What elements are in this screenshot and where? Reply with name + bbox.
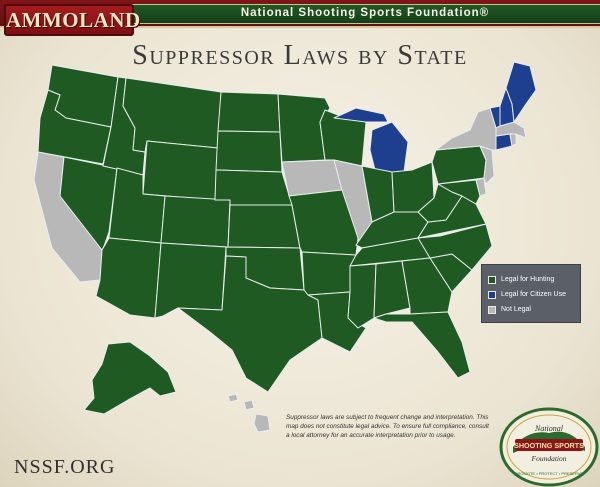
state-WY[interactable]	[142, 140, 219, 201]
state-ME[interactable]	[505, 61, 537, 123]
map-legend: Legal for Hunting Legal for Citizen Use …	[481, 264, 581, 323]
badge-top-text: National	[534, 424, 564, 433]
state-AZ[interactable]	[95, 237, 162, 319]
state-FL[interactable]	[373, 311, 471, 379]
state-NE[interactable]	[214, 169, 293, 206]
state-HI[interactable]	[227, 393, 271, 433]
legend-label: Not Legal	[501, 306, 531, 313]
site-link[interactable]: NSSF.ORG	[14, 456, 116, 478]
disclaimer-text: Suppressor laws are subject to frequent …	[286, 414, 489, 439]
state-PA[interactable]	[431, 145, 487, 185]
legend-swatch-hunting	[488, 275, 496, 284]
state-MS[interactable]	[347, 263, 377, 329]
state-ND[interactable]	[217, 91, 281, 133]
state-NC[interactable]	[417, 223, 493, 271]
legend-swatch-not-legal	[488, 305, 496, 314]
badge-middle-text: SHOOTING SPORTS	[514, 441, 584, 450]
state-AK[interactable]	[83, 341, 177, 415]
org-name: National Shooting Sports Foundation®	[240, 7, 490, 19]
state-MT[interactable]	[122, 77, 222, 153]
legend-item-citizen: Legal for Citizen Use	[488, 287, 574, 302]
legend-label: Legal for Citizen Use	[501, 291, 566, 298]
state-SD[interactable]	[215, 130, 283, 173]
header-ribbon: National Shooting Sports Foundation®	[130, 4, 600, 24]
state-KS[interactable]	[227, 204, 301, 249]
state-AL[interactable]	[373, 260, 411, 319]
legend-label: Legal for Hunting	[501, 276, 555, 283]
ammoland-logo[interactable]: AMMOLAND	[4, 4, 140, 36]
legend-item-not-legal: Not Legal	[488, 302, 574, 317]
state-CT[interactable]	[495, 133, 513, 151]
nssf-badge-logo[interactable]: National SHOOTING SPORTS Foundation PROM…	[499, 407, 599, 487]
map-title: Suppressor Laws by State	[132, 40, 468, 71]
us-state-map	[33, 61, 537, 433]
state-NY[interactable]	[435, 107, 497, 151]
legend-item-hunting: Legal for Hunting	[488, 272, 574, 287]
state-NM[interactable]	[154, 242, 227, 319]
state-MA[interactable]	[495, 121, 527, 139]
legend-swatch-citizen	[488, 290, 496, 299]
state-TX[interactable]	[177, 255, 323, 393]
state-CO[interactable]	[160, 195, 231, 248]
badge-motto-text: PROMOTE • PROTECT • PRESERVE	[515, 471, 584, 476]
badge-bottom-text: Foundation	[531, 454, 567, 463]
state-AR[interactable]	[301, 251, 357, 296]
